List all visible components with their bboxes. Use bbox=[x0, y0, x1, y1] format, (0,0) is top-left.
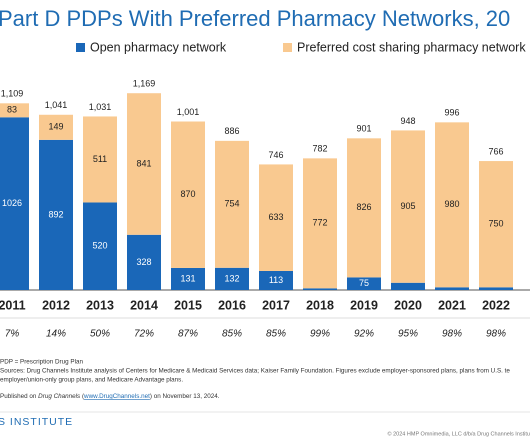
data-label: 520 bbox=[92, 241, 107, 251]
data-label: 826 bbox=[356, 202, 371, 212]
share-label: 72% bbox=[134, 329, 154, 340]
data-label: 113 bbox=[269, 275, 283, 285]
bar-segment bbox=[127, 234, 161, 290]
data-label: 131 bbox=[180, 273, 195, 283]
bar-segment bbox=[0, 117, 29, 290]
x-tick-label: 2018 bbox=[306, 298, 334, 312]
data-label: 870 bbox=[180, 189, 195, 199]
bar-segment bbox=[171, 267, 205, 290]
bar-segment bbox=[435, 122, 469, 288]
bar-segment bbox=[0, 103, 29, 118]
legend-label: Open pharmacy network bbox=[90, 40, 227, 54]
legend-swatch bbox=[76, 43, 85, 52]
bar-segment bbox=[347, 138, 381, 278]
bar-segment bbox=[391, 282, 425, 290]
bar-segment bbox=[303, 158, 337, 289]
x-tick-label: 2019 bbox=[350, 298, 378, 312]
share-label: 98% bbox=[486, 329, 506, 340]
share-label: 85% bbox=[266, 329, 286, 340]
chart-title: Part D PDPs With Preferred Pharmacy Netw… bbox=[0, 6, 510, 31]
data-label: 841 bbox=[136, 158, 151, 168]
bar-segment bbox=[479, 287, 513, 290]
brand: S INSTITUTE bbox=[0, 416, 73, 428]
footnote: PDP = Prescription Drug Plan bbox=[0, 359, 84, 366]
x-tick-label: 2011 bbox=[0, 298, 26, 312]
bar-segment bbox=[347, 277, 381, 290]
x-tick-label: 2015 bbox=[174, 298, 202, 312]
total-label: 996 bbox=[444, 108, 459, 118]
data-label: 633 bbox=[268, 212, 283, 222]
data-label: 149 bbox=[48, 122, 63, 132]
published-note: Published on Drug Channels (www.DrugChan… bbox=[0, 393, 220, 400]
data-label: 905 bbox=[400, 201, 415, 211]
bar-segment bbox=[39, 114, 73, 140]
text: Drug Channels bbox=[38, 393, 81, 400]
share-label: 87% bbox=[178, 329, 198, 340]
data-label: 83 bbox=[7, 105, 17, 115]
data-label: 750 bbox=[488, 219, 503, 229]
plot: 1026 83 1,109 2011 7% 892 149 1,041 2012 14% 520 51… bbox=[0, 79, 513, 340]
bar-segment bbox=[127, 93, 161, 235]
data-label: 1026 bbox=[2, 198, 22, 208]
data-label: 754 bbox=[224, 199, 239, 209]
total-label: 1,031 bbox=[89, 102, 112, 112]
bar-segment bbox=[215, 267, 249, 290]
data-label: 75 bbox=[359, 278, 369, 288]
bar-segment bbox=[259, 270, 293, 290]
bar-segment bbox=[391, 130, 425, 283]
share-label: 7% bbox=[5, 329, 20, 340]
bar-segment bbox=[171, 121, 205, 268]
x-tick-label: 2013 bbox=[86, 298, 114, 312]
legend-label: Preferred cost sharing pharmacy network bbox=[297, 40, 526, 54]
share-label: 50% bbox=[90, 329, 110, 340]
bar-segment bbox=[215, 140, 249, 268]
text: ) on November 13, 2024. bbox=[150, 393, 220, 400]
x-tick-label: 2022 bbox=[482, 298, 510, 312]
data-label: 511 bbox=[93, 154, 107, 164]
total-label: 901 bbox=[356, 124, 371, 134]
share-label: 95% bbox=[398, 329, 418, 340]
bar-segment bbox=[435, 287, 469, 290]
bar-segment bbox=[479, 161, 513, 288]
total-label: 886 bbox=[224, 126, 239, 136]
share-label: 99% bbox=[310, 329, 330, 340]
share-label: 98% bbox=[442, 329, 462, 340]
share-label: 14% bbox=[46, 329, 66, 340]
link[interactable]: www.DrugChannels.net bbox=[83, 393, 150, 400]
data-label: 328 bbox=[136, 257, 151, 267]
total-label: 746 bbox=[268, 150, 283, 160]
x-tick-label: 2020 bbox=[394, 298, 422, 312]
text: Published on bbox=[0, 393, 37, 400]
total-label: 948 bbox=[400, 116, 415, 126]
data-label: 980 bbox=[444, 199, 459, 209]
data-label: 892 bbox=[48, 209, 63, 219]
footnote: Sources: Drug Channels Institute analysi… bbox=[0, 368, 510, 375]
legend-swatch bbox=[283, 43, 292, 52]
share-label: 92% bbox=[354, 329, 374, 340]
share-label: 85% bbox=[222, 329, 242, 340]
copyright: © 2024 HMP Omnimedia, LLC d/b/a Drug Cha… bbox=[388, 430, 530, 437]
x-tick-label: 2021 bbox=[438, 298, 466, 312]
data-label: 132 bbox=[224, 273, 239, 283]
total-label: 782 bbox=[312, 144, 327, 154]
x-tick-label: 2012 bbox=[42, 298, 70, 312]
x-tick-label: 2014 bbox=[130, 298, 158, 312]
total-label: 1,041 bbox=[45, 100, 68, 110]
total-label: 766 bbox=[488, 146, 503, 156]
total-label: 1,169 bbox=[133, 79, 156, 89]
data-label: 772 bbox=[312, 218, 327, 228]
text: ( bbox=[82, 393, 85, 400]
x-tick-label: 2016 bbox=[218, 298, 246, 312]
bar-segment bbox=[83, 116, 117, 203]
x-tick-label: 2017 bbox=[262, 298, 290, 312]
bar-segment bbox=[39, 139, 73, 290]
bar-segment bbox=[303, 288, 337, 290]
bar-segment bbox=[259, 164, 293, 271]
bar-segment bbox=[83, 202, 117, 290]
total-label: 1,109 bbox=[1, 89, 24, 99]
total-label: 1,001 bbox=[177, 107, 200, 117]
footnote: employer/union-only group plans, and Med… bbox=[0, 377, 183, 384]
